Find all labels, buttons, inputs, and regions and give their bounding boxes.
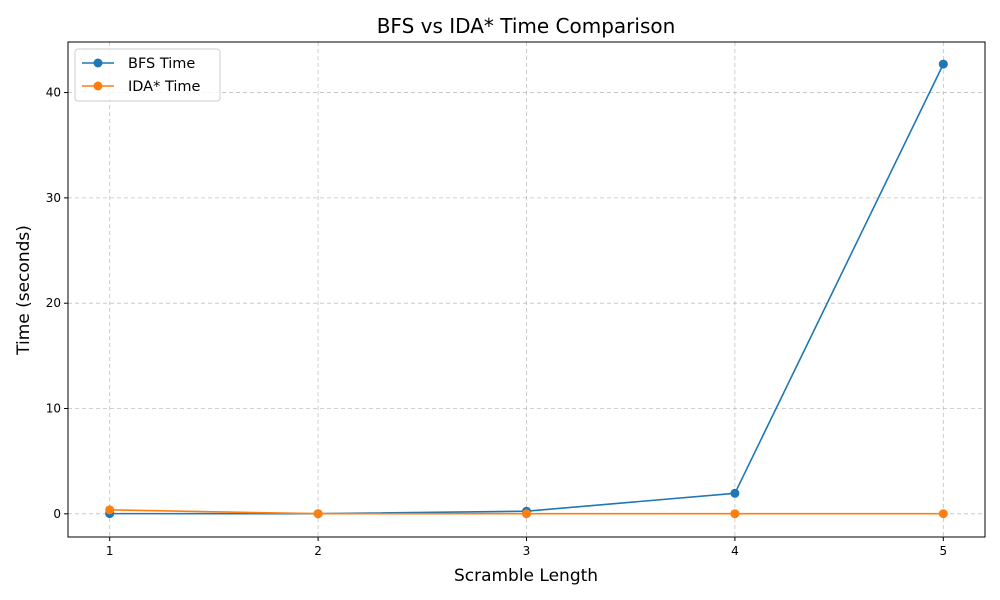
data-point <box>730 509 740 519</box>
x-tick-label: 1 <box>106 544 114 558</box>
chart-title: BFS vs IDA* Time Comparison <box>377 14 676 38</box>
y-tick-label: 10 <box>46 402 61 416</box>
data-point <box>105 505 115 515</box>
y-tick-label: 40 <box>46 86 61 100</box>
legend-marker-bfs <box>93 58 103 68</box>
data-point <box>730 488 740 498</box>
data-point <box>938 59 948 69</box>
y-tick-label: 30 <box>46 191 61 205</box>
axis-ticks: 1 2 3 4 5 0 10 20 30 40 <box>46 86 947 558</box>
x-tick-label: 5 <box>939 544 947 558</box>
data-point <box>938 509 948 519</box>
data-point <box>313 509 323 519</box>
y-tick-label: 20 <box>46 296 61 310</box>
y-axis-title: Time (seconds) <box>14 225 34 356</box>
series-1 <box>105 505 948 519</box>
y-tick-label: 0 <box>53 507 61 521</box>
x-tick-label: 4 <box>731 544 739 558</box>
legend-marker-ida <box>93 81 103 91</box>
x-tick-label: 3 <box>523 544 531 558</box>
x-tick-label: 2 <box>314 544 322 558</box>
x-axis-title: Scramble Length <box>454 566 598 586</box>
legend-label-bfs: BFS Time <box>128 56 195 72</box>
legend-box <box>74 48 221 102</box>
legend-label-ida: IDA* Time <box>128 79 201 95</box>
data-point <box>522 509 531 519</box>
series-layer <box>105 59 948 519</box>
legend: BFS Time IDA* Time <box>74 48 221 102</box>
